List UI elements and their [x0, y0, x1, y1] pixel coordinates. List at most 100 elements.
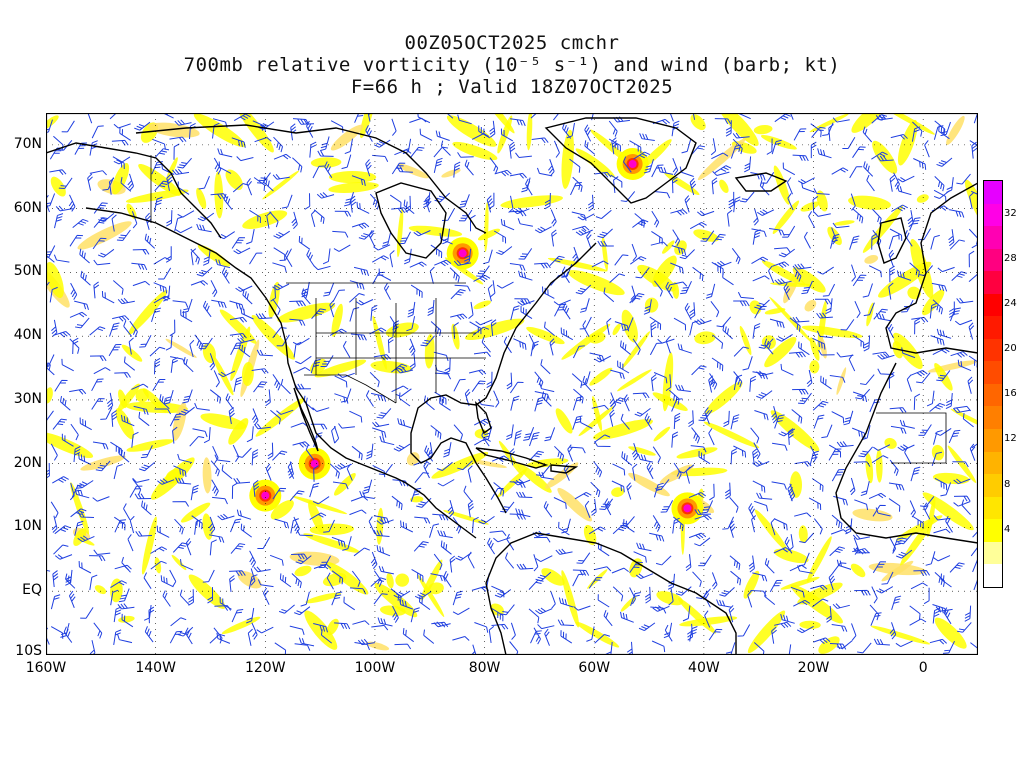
wind-barb — [391, 207, 409, 214]
wind-barb — [490, 280, 496, 298]
wind-barb — [932, 607, 941, 624]
wind-barb — [235, 285, 253, 292]
wind-barb — [351, 175, 366, 186]
vorticity-patch — [237, 570, 262, 589]
wind-barb — [553, 299, 571, 306]
wind-barb — [180, 309, 193, 323]
wind-barb — [644, 413, 653, 430]
wind-barb — [376, 545, 391, 557]
wind-barb — [623, 156, 632, 173]
wind-barb — [248, 574, 258, 590]
wind-barb — [533, 536, 551, 543]
wind-barb — [269, 211, 279, 228]
wind-barb — [831, 167, 849, 175]
wind-barb — [514, 298, 531, 305]
colorbar-segment — [984, 271, 1002, 294]
wind-barb — [708, 428, 715, 446]
wind-barb — [660, 500, 674, 513]
wind-barb — [189, 339, 195, 358]
wind-barb — [550, 591, 556, 609]
vorticity-patch — [865, 452, 874, 484]
wind-barb — [929, 402, 946, 412]
wind-barb — [273, 136, 284, 153]
wind-barb — [530, 630, 542, 644]
vorticity-patch — [148, 122, 200, 138]
wind-barb — [166, 210, 173, 227]
wind-barb — [673, 317, 687, 331]
vorticity-patch — [659, 464, 694, 485]
wind-barb — [604, 498, 612, 516]
wind-barb — [113, 123, 131, 129]
wind-barb — [771, 139, 782, 155]
wind-barb — [851, 623, 857, 641]
vorticity-patch — [644, 297, 659, 313]
wind-barb — [117, 297, 135, 305]
wind-barb — [881, 571, 894, 585]
wind-barb — [80, 607, 94, 619]
wind-barb — [148, 606, 155, 624]
wind-barb — [961, 499, 971, 516]
wind-barb — [413, 541, 429, 552]
wind-barb — [711, 572, 718, 590]
wind-barb — [860, 374, 875, 386]
wind-barb — [623, 394, 630, 412]
wind-barb — [933, 555, 951, 562]
wind-barb — [278, 604, 295, 614]
wind-barb — [188, 589, 194, 606]
cyclone-east-pacific-1 — [310, 459, 319, 468]
wind-barb — [249, 252, 263, 265]
colorbar-segment — [984, 406, 1002, 430]
wind-barb — [440, 140, 451, 156]
wind-barb — [694, 318, 712, 325]
wind-barb — [295, 355, 312, 365]
wind-barb — [832, 603, 850, 609]
wind-barb — [89, 140, 98, 156]
wind-barb — [609, 409, 615, 427]
wind-barb — [646, 462, 654, 480]
wind-barb — [74, 520, 84, 536]
vorticity-patch — [526, 458, 569, 468]
wind-barb — [391, 495, 403, 511]
border-us-mexico — [304, 374, 397, 404]
wind-barb — [159, 394, 170, 410]
wind-barb — [289, 625, 305, 635]
wind-barb — [166, 173, 173, 191]
wind-barb — [158, 267, 172, 280]
wind-barb — [110, 580, 127, 589]
colorbar-segment — [984, 541, 1002, 565]
wind-barb — [818, 349, 835, 356]
wind-barb — [751, 515, 757, 533]
wind-barb — [891, 595, 902, 611]
wind-barb — [754, 500, 769, 512]
wind-barb — [551, 229, 557, 247]
wind-barb — [772, 442, 788, 451]
wind-barb — [494, 589, 512, 598]
wind-barb — [346, 463, 353, 481]
wind-barb — [529, 432, 540, 447]
wind-barb — [333, 425, 340, 444]
wind-barb — [225, 393, 235, 410]
wind-barb — [797, 565, 813, 574]
wind-barb — [829, 375, 846, 383]
vorticity-patch — [230, 326, 251, 382]
wind-barb — [420, 335, 435, 347]
wind-barb — [257, 579, 274, 588]
wind-barb — [933, 528, 951, 534]
wind-barb — [218, 370, 236, 378]
wind-barb — [570, 182, 582, 196]
wind-barb — [629, 561, 643, 574]
wind-barb — [752, 229, 761, 245]
wind-barb — [584, 500, 591, 518]
wind-barb — [888, 234, 899, 250]
wind-barb — [754, 305, 767, 319]
vorticity-patch — [761, 260, 806, 286]
wind-barb — [309, 482, 320, 498]
wind-barb — [518, 270, 533, 281]
wind-barb — [812, 337, 826, 350]
wind-barb — [698, 409, 713, 422]
vorticity-patch — [694, 331, 716, 345]
coast-arctic — [135, 124, 487, 234]
wind-barb — [708, 628, 723, 641]
wind-barb — [129, 320, 138, 338]
wind-barb — [727, 209, 733, 227]
